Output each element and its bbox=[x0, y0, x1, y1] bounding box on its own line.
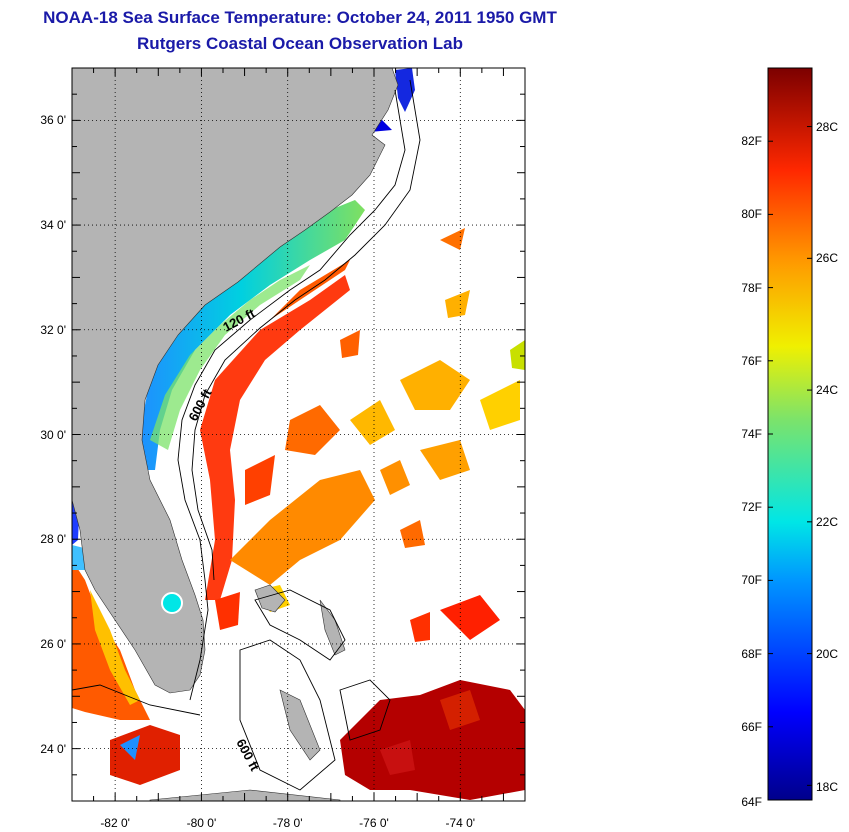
map-subtitle: Rutgers Coastal Ocean Observation Lab bbox=[137, 34, 463, 53]
contour-120ft bbox=[177, 89, 406, 701]
colorbar-f-label: 78F bbox=[741, 280, 762, 295]
contour-600ft bbox=[191, 79, 421, 581]
depth-contours bbox=[72, 79, 421, 791]
contour-label-600ft-south: 600 ft bbox=[233, 736, 263, 774]
colorbar-c-label: 24C bbox=[816, 383, 839, 398]
lat-tick-label: 34 0' bbox=[40, 218, 66, 233]
colorbar-f-label: 80F bbox=[741, 207, 762, 222]
colorbar-ticks bbox=[768, 126, 812, 801]
colorbar-c-label: 18C bbox=[816, 780, 839, 795]
lon-tick-label: -74 0' bbox=[445, 816, 476, 830]
colorbar-f-label: 68F bbox=[741, 646, 762, 661]
lat-tick-label: 32 0' bbox=[40, 322, 66, 337]
gulf-stream-band bbox=[200, 275, 350, 600]
offshore-warm-patch bbox=[230, 470, 375, 585]
us-east-coast-landmass bbox=[72, 68, 399, 694]
colorbar-f-label: 76F bbox=[741, 353, 762, 368]
lon-tick-label: -82 0' bbox=[100, 816, 130, 830]
map-ticks bbox=[71, 67, 526, 802]
bahamas-island-3 bbox=[279, 689, 321, 761]
colorbar-f-label: 66F bbox=[741, 719, 762, 734]
lat-tick-label: 36 0' bbox=[40, 113, 66, 128]
colorbar-c-label: 22C bbox=[816, 514, 839, 529]
lon-tick-label: -76 0' bbox=[359, 816, 389, 830]
colorbar-f-label: 64F bbox=[741, 795, 762, 809]
colorbar-f-label: 82F bbox=[741, 134, 762, 149]
lon-tick-label: -80 0' bbox=[186, 816, 217, 830]
lon-tick-label: -78 0' bbox=[272, 816, 303, 830]
caribbean-warm-patch bbox=[340, 680, 525, 800]
colorbar-f-label: 72F bbox=[741, 500, 762, 515]
map-title: NOAA-18 Sea Surface Temperature: October… bbox=[43, 8, 557, 27]
colorbar-f-label: 74F bbox=[741, 427, 762, 441]
colorbar-c-label: 28C bbox=[816, 119, 839, 134]
colorbar-c-label: 20C bbox=[816, 646, 839, 661]
lake-okeechobee bbox=[161, 592, 183, 614]
lat-tick-label: 26 0' bbox=[40, 636, 66, 651]
colorbar-f-label: 70F bbox=[741, 573, 762, 588]
lat-tick-label: 28 0' bbox=[40, 532, 66, 547]
coastal-cool-band bbox=[140, 200, 365, 470]
colorbar bbox=[767, 67, 813, 801]
lat-tick-label: 24 0' bbox=[40, 741, 66, 756]
bahamas-island-2 bbox=[319, 599, 346, 656]
colorbar-c-label: 26C bbox=[816, 251, 839, 266]
sst-data bbox=[72, 68, 525, 800]
bahamas-island-1 bbox=[254, 584, 286, 613]
lat-tick-label: 30 0' bbox=[40, 427, 66, 442]
